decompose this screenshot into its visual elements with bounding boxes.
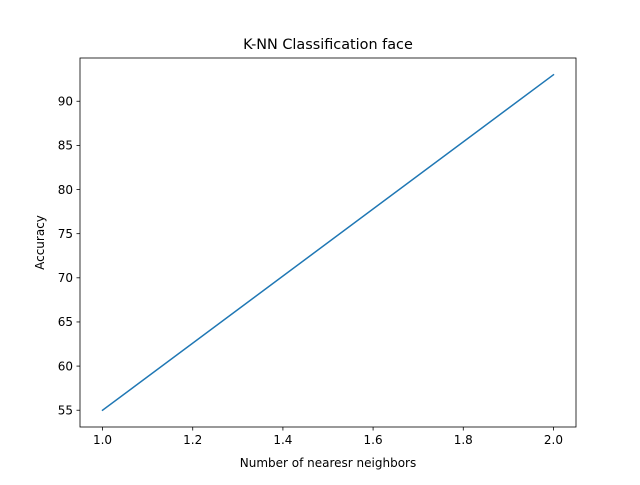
chart-title: K-NN Classification face xyxy=(243,37,413,53)
y-axis: 55 60 65 70 75 80 85 90 xyxy=(58,95,80,418)
y-tick-label: 80 xyxy=(58,183,73,197)
x-axis-label: Number of nearesr neighbors xyxy=(240,456,416,470)
series-layer xyxy=(101,73,555,412)
y-axis-label: Accuracy xyxy=(33,215,47,270)
x-axis: 1.0 1.2 1.4 1.6 1.8 2.0 xyxy=(93,427,563,447)
y-tick-label: 70 xyxy=(58,271,73,285)
y-tick-label: 90 xyxy=(58,95,73,109)
x-tick-label: 1.6 xyxy=(364,433,383,447)
x-tick-label: 2.0 xyxy=(544,433,563,447)
y-tick-label: 60 xyxy=(58,359,73,373)
accuracy-line xyxy=(101,73,555,412)
plot-area: 1.0 1.2 1.4 1.6 1.8 2.0 55 60 65 70 75 80 85 90 xyxy=(58,57,577,447)
axes-frame xyxy=(79,57,577,428)
x-tick-label: 1.2 xyxy=(183,433,202,447)
y-tick-label: 55 xyxy=(58,404,73,418)
y-tick-label: 75 xyxy=(58,227,73,241)
y-tick-label: 65 xyxy=(58,315,73,329)
x-tick-label: 1.8 xyxy=(454,433,473,447)
x-tick-label: 1.0 xyxy=(93,433,112,447)
x-tick-label: 1.4 xyxy=(273,433,292,447)
y-tick-label: 85 xyxy=(58,139,73,153)
